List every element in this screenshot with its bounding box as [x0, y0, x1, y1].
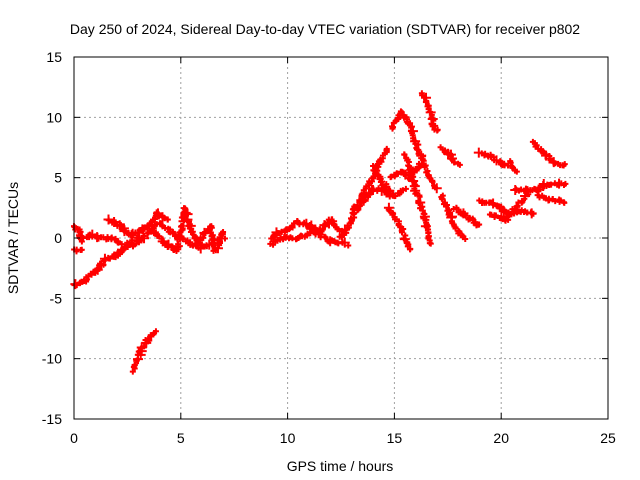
data-point: [145, 335, 152, 342]
data-point: [489, 200, 496, 207]
data-point: [455, 230, 462, 237]
data-point: [78, 246, 85, 253]
data-point: [443, 203, 450, 210]
chart-title: Day 250 of 2024, Sidereal Day-to-day VTE…: [70, 21, 580, 37]
axis-ticks: 0 5 10 15 20 25 -15 -10 -5 0 5 10 15: [42, 49, 616, 446]
data-point: [392, 216, 399, 223]
data-point: [507, 159, 514, 166]
data-point: [216, 238, 223, 245]
data-point: [476, 221, 483, 228]
data-point: [176, 236, 183, 243]
data-point: [402, 185, 409, 192]
data-point: [176, 229, 183, 236]
data-point: [220, 229, 227, 236]
y-axis-label: SDTVAR / TECUs: [5, 182, 21, 294]
data-point: [429, 178, 436, 185]
data-point: [407, 245, 414, 252]
data-point: [370, 186, 377, 193]
data-point: [439, 196, 446, 203]
data-point: [106, 255, 113, 262]
data-point: [415, 141, 422, 148]
data-point: [453, 205, 460, 212]
y-tick-label: 5: [54, 170, 62, 186]
data-point: [514, 202, 521, 209]
data-point: [548, 181, 555, 188]
data-point: [356, 197, 363, 204]
data-point: [415, 160, 422, 167]
data-point: [434, 127, 441, 134]
x-axis-label: GPS time / hours: [287, 458, 394, 474]
x-tick-label: 5: [177, 430, 185, 446]
x-tick-label: 20: [493, 430, 509, 446]
data-point: [382, 184, 389, 191]
data-point: [129, 368, 136, 375]
data-point: [386, 207, 393, 214]
data-point: [398, 229, 405, 236]
data-point: [431, 183, 442, 194]
data-point: [548, 157, 559, 168]
data-point: [423, 99, 430, 106]
data-point: [513, 168, 520, 175]
x-tick-label: 0: [70, 430, 78, 446]
data-point: [371, 167, 378, 174]
data-point: [561, 161, 568, 168]
data-point: [413, 189, 420, 196]
data-point: [505, 216, 512, 223]
data-point: [77, 228, 84, 235]
data-point: [221, 235, 228, 242]
data-point: [136, 342, 147, 353]
data-point: [97, 260, 104, 267]
data-point: [530, 210, 537, 217]
data-point: [131, 361, 138, 368]
data-point: [430, 117, 437, 124]
x-tick-label: 10: [280, 430, 296, 446]
data-point: [451, 159, 458, 166]
data-point: [462, 236, 469, 243]
data-point: [73, 282, 80, 289]
x-tick-label: 15: [387, 430, 403, 446]
data-point: [383, 145, 390, 152]
y-tick-label: 15: [46, 49, 62, 65]
data-point: [557, 197, 564, 204]
data-point: [401, 151, 408, 158]
y-tick-label: 0: [54, 230, 62, 246]
data-point: [161, 214, 168, 221]
data-point: [561, 199, 568, 206]
data-point: [322, 234, 329, 241]
data-point: [562, 180, 569, 187]
data-point: [426, 240, 433, 247]
data-point: [462, 212, 469, 219]
data-point: [466, 215, 473, 222]
data-point: [152, 328, 159, 335]
data-point: [152, 229, 159, 236]
x-tick-label: 25: [600, 430, 616, 446]
y-tick-label: 10: [46, 109, 62, 125]
data-point: [456, 161, 463, 168]
data-points: [70, 90, 569, 375]
y-tick-label: -15: [42, 411, 62, 427]
data-point: [164, 216, 171, 223]
data-point: [508, 211, 515, 218]
data-point: [421, 164, 428, 171]
y-tick-label: -5: [50, 290, 63, 306]
data-point: [115, 239, 122, 246]
data-point: [542, 151, 549, 158]
data-point: [105, 217, 112, 224]
y-tick-label: -10: [42, 351, 62, 367]
data-point: [186, 225, 193, 232]
data-point: [118, 241, 125, 248]
data-point: [344, 222, 351, 229]
data-point: [150, 331, 157, 338]
data-point: [533, 142, 540, 149]
data-point: [345, 242, 352, 249]
